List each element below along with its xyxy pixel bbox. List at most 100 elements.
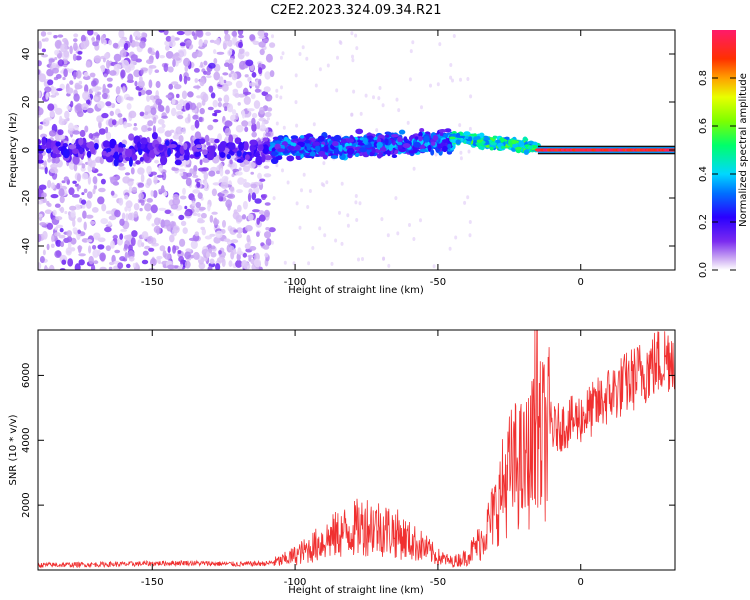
spectrogram-cell [146, 165, 152, 175]
spectrogram-cell [39, 222, 47, 226]
spectrogram-cell [269, 70, 275, 78]
spectrogram-cell [381, 103, 385, 108]
spectrogram-cell [336, 55, 339, 60]
spectrogram-cell [102, 140, 110, 148]
spectrogram-cell [97, 249, 101, 256]
spectrogram-cell [42, 249, 46, 256]
spectrogram-cell [128, 256, 135, 262]
spectrogram-cell [359, 111, 363, 116]
spectrogram-cell [44, 37, 49, 42]
spectrogram-cell [508, 140, 512, 146]
spectrogram-cell [294, 100, 298, 105]
spectrogram-cell [88, 133, 94, 139]
spectrogram-cell [215, 263, 221, 270]
spectrogram-cell [196, 95, 202, 99]
spectrogram-cell [51, 153, 57, 159]
spectrogram-cell [275, 88, 279, 93]
spectrogram-cell [222, 40, 228, 50]
spectrogram-cell [376, 153, 382, 159]
spectrogram-cell [165, 94, 172, 99]
spectrogram-cell [148, 79, 153, 89]
spectrogram-cell [119, 218, 125, 226]
spectrogram-cell [466, 77, 470, 81]
spectrogram-cell [69, 205, 77, 211]
spectrogram-cell [137, 80, 145, 89]
spectrogram-cell [117, 262, 124, 269]
spectrogram-cell [419, 218, 422, 223]
spectrogram-cell [160, 155, 168, 166]
spectrogram-cell [135, 160, 141, 165]
spectrogram-cell [59, 227, 64, 233]
spectrogram-cell [255, 79, 260, 86]
spectrogram-cell [243, 91, 252, 96]
spectrogram-cell [436, 82, 440, 87]
spectrogram-cell [468, 126, 472, 131]
spectrogram-cell [49, 109, 55, 118]
spectrogram-cell [201, 228, 206, 236]
spectrogram-cell [73, 93, 80, 102]
spectrogram-cell [195, 50, 203, 58]
spectrogram-cell [263, 38, 269, 43]
spectrogram-cell [418, 131, 423, 137]
spectrogram-cell [101, 203, 107, 212]
spectrogram-cell [211, 245, 216, 250]
spectrogram-cell [78, 253, 86, 257]
spectrogram-cell [46, 243, 50, 251]
spectrogram-cell [455, 132, 461, 139]
spectrogram-cell [150, 107, 157, 116]
spectrogram-cell [52, 209, 57, 216]
spectrogram-cell [442, 139, 450, 143]
spectrogram-cell [247, 254, 254, 258]
spectrogram-cell [116, 95, 124, 104]
spectrogram-cell [283, 260, 287, 265]
spectrogram-cell [38, 262, 42, 270]
spectrogram-cell [418, 135, 423, 142]
spectrogram-cell [38, 233, 42, 243]
spectrogram-cell [204, 134, 210, 143]
spectrogram-cell [279, 55, 283, 60]
spectrogram-cell [44, 209, 53, 214]
spectrogram-cell [150, 190, 154, 197]
spectrogram-cell [99, 266, 107, 270]
spectrogram-cell [245, 59, 254, 67]
spectrogram-cell [54, 57, 58, 61]
spectrogram-cell [299, 135, 305, 139]
spectrogram-cell [108, 215, 117, 221]
spectrogram-cell [38, 69, 41, 75]
spectrogram-cell [398, 148, 407, 153]
spectrogram-cell [251, 123, 257, 132]
spectrogram-cell [73, 163, 78, 172]
spectrogram-cell [90, 146, 96, 155]
spectrogram-cell [449, 63, 453, 67]
spectrogram-cell [468, 233, 472, 238]
spectrogram-cell [208, 248, 213, 254]
spectrogram-cell [210, 92, 216, 99]
spectrogram-cell [86, 150, 92, 158]
spectrogram-cell [161, 171, 167, 181]
spectrogram-cell [220, 78, 224, 86]
spectrogram-cell [236, 204, 242, 213]
spectrogram-cell [282, 125, 286, 130]
spectrogram-cell [55, 250, 61, 257]
spectrogram-cell [41, 54, 49, 58]
spectrogram-cell [48, 264, 55, 270]
spectrogram-cell [248, 188, 253, 195]
spectrogram-cell [197, 217, 204, 223]
spectrogram-cell [156, 226, 160, 236]
spectrogram-cell [109, 138, 117, 149]
spectrogram-cell [47, 203, 52, 207]
spectrogram-cell [78, 160, 83, 164]
spectrogram-cell [224, 120, 233, 127]
spectrogram-cell [307, 261, 311, 266]
spectrogram-cell [432, 134, 439, 141]
spectrogram-cell [346, 138, 355, 143]
spectrogram-cell [323, 233, 327, 238]
spectrogram-cell [271, 151, 278, 157]
spectrogram-cell [72, 227, 78, 233]
spectrogram-cell [207, 265, 213, 270]
spectrogram-cell [281, 51, 285, 56]
spectrogram-cell [476, 139, 483, 143]
y-tick-label: 0 [21, 147, 32, 153]
spectrogram-cell [75, 103, 83, 112]
spectrogram-cell [205, 31, 212, 36]
